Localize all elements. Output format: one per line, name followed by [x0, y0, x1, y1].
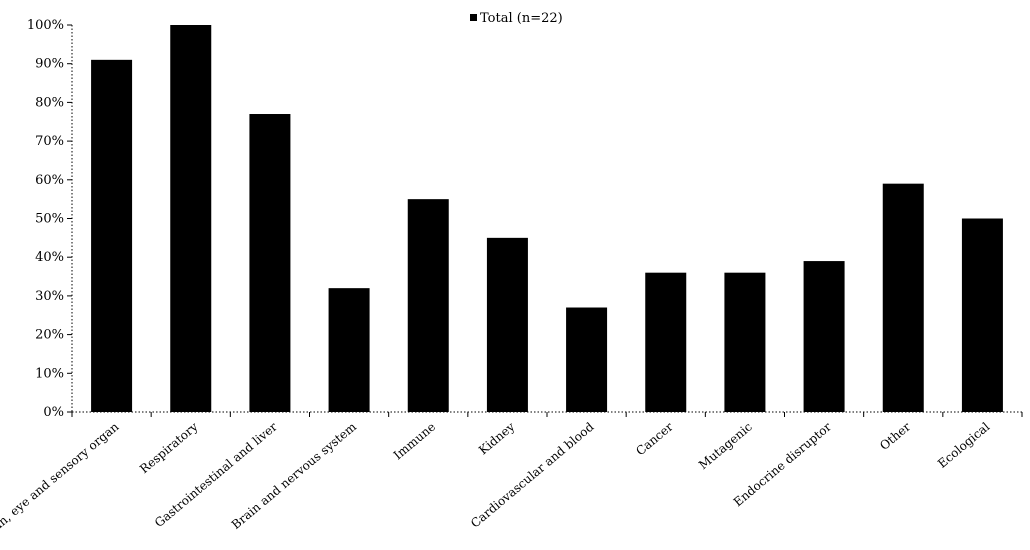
y-tick-label: 10% [35, 366, 64, 381]
y-tick-label: 60% [35, 173, 64, 188]
bars [91, 25, 1003, 413]
y-tick-label: 100% [27, 18, 64, 33]
y-tick-label: 40% [35, 250, 64, 265]
y-tick-label: 70% [35, 134, 64, 149]
x-category-label: Skin, eye and sensory organ [0, 419, 122, 541]
x-category-label: Cancer [633, 419, 676, 458]
bar [803, 261, 845, 412]
x-category-label: Immune [391, 420, 438, 463]
bar [91, 59, 133, 413]
legend: Total (n=22) [470, 11, 563, 26]
bar [328, 288, 370, 412]
x-axis-labels: Skin, eye and sensory organ RespiratoryGa… [0, 419, 992, 541]
x-category-label: Mutagenic [696, 419, 755, 472]
bar [882, 183, 924, 412]
x-category-label: Other [877, 419, 913, 453]
bar [407, 199, 449, 412]
y-tick-label: 50% [35, 212, 64, 227]
bar [486, 237, 528, 412]
bar [961, 218, 1003, 412]
bar [249, 114, 291, 412]
x-category-label: Ecological [935, 419, 992, 470]
y-tick-label: 20% [35, 328, 64, 343]
y-tick-label: 90% [35, 57, 64, 72]
bar [724, 272, 766, 412]
x-axis [71, 411, 1023, 417]
x-category-label: Respiratory [137, 419, 201, 476]
bar [566, 307, 608, 412]
y-tick-label: 30% [35, 289, 64, 304]
bar [645, 272, 687, 412]
y-tick-label: 80% [35, 95, 64, 110]
x-category-label: Kidney [476, 419, 517, 457]
y-tick-label: 0% [43, 405, 64, 420]
x-category-label: Brain and nervous system [229, 419, 360, 532]
legend-swatch [470, 14, 477, 21]
bar [170, 25, 212, 412]
legend-label: Total (n=22) [480, 11, 563, 26]
y-axis: 0% 10% 20% 30% 40% 50% 60% 70% 80% 90% 100% [27, 18, 73, 420]
